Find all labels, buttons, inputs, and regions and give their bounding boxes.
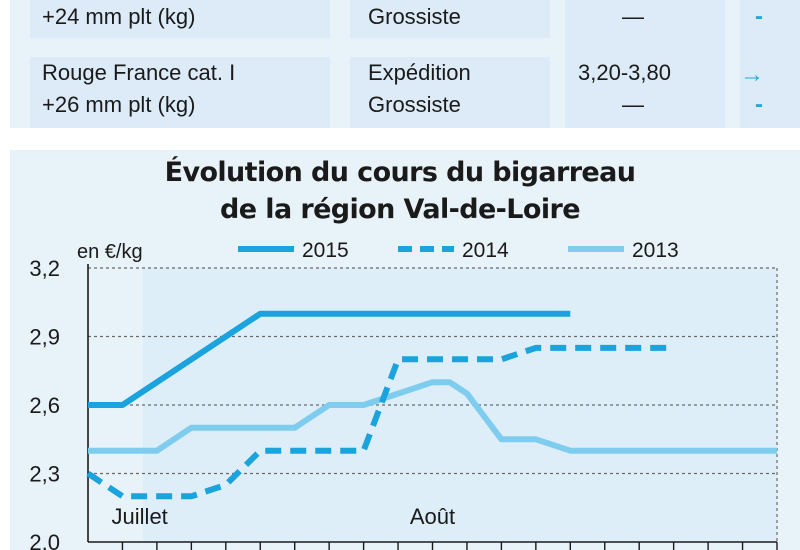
row-2-trend-icon: → [740, 61, 764, 88]
row-1-trend: - [755, 3, 763, 30]
row-1-price: — [622, 4, 644, 29]
y-tick-label: 2,3 [29, 462, 60, 487]
chart-title-line-1: Évolution du cours du bigarreau [164, 157, 636, 188]
legend-label-2015: 2015 [302, 239, 349, 262]
series-line-2015 [88, 310, 571, 408]
x-month-label: Août [410, 504, 455, 529]
row-2-product-line-1: Rouge France cat. I [42, 60, 236, 85]
y-tick-label: 2,6 [29, 393, 60, 418]
y-axis-label: en €/kg [77, 241, 143, 263]
y-tick-label: 2,9 [29, 325, 60, 350]
y-tick-label: 2,0 [29, 530, 60, 550]
legend-label-2013: 2013 [632, 239, 679, 262]
row-2-trend-2: - [755, 91, 763, 118]
row-2-price-2: — [622, 92, 644, 117]
row-1-product: +24 mm plt (kg) [42, 4, 196, 29]
series-line-2014 [86, 344, 674, 500]
row-2-stage-1: Expédition [368, 60, 471, 85]
legend-label-2014: 2014 [462, 239, 509, 262]
row-2-price-1: 3,20-3,80 [578, 60, 671, 85]
series-line-2013 [88, 379, 777, 454]
x-month-label: Juillet [112, 504, 168, 529]
price-table-panel [10, 0, 800, 128]
chart-title-line-2: de la région Val-de-Loire [220, 194, 580, 225]
row-2-product-line-2: +26 mm plt (kg) [42, 92, 196, 117]
y-tick-label: 3,2 [29, 256, 60, 281]
row-1-stage: Grossiste [368, 4, 461, 29]
row-2-stage-2: Grossiste [368, 92, 461, 117]
